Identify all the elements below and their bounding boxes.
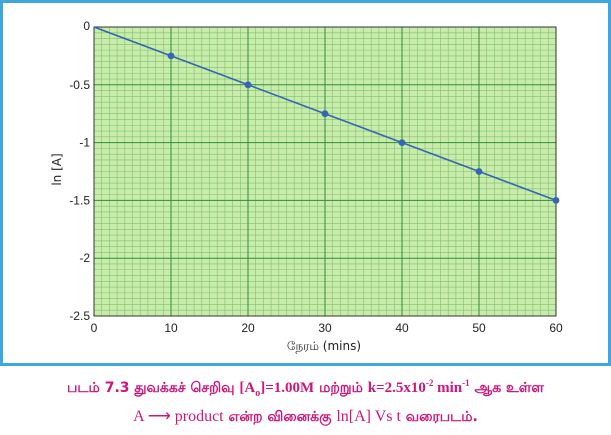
plot-border (93, 26, 557, 317)
y-tick-label: -1 (79, 136, 90, 150)
caption-k-unit: min (433, 380, 463, 396)
data-point (321, 110, 329, 118)
caption-plot-name: ln[A] Vs t (336, 408, 401, 425)
x-tick-label: 0 (91, 321, 98, 335)
caption-line-1: படம் 7.3 துவக்கச் செறிவு [Ao]=1.00M மற்ற… (0, 372, 611, 405)
caption-for-reaction: என்ற வினைக்கு (223, 409, 337, 425)
line-chart: 0 10 20 30 40 50 60 0 -0.5 -1 -1.5 -2 -2.5 நேரம் (m… (50, 19, 563, 353)
data-point (475, 168, 483, 175)
caption-initial-concentration: [Ao]=1.00M (239, 380, 315, 399)
y-axis-ticks: 0 -0.5 -1 -1.5 -2 -2.5 (69, 19, 90, 323)
caption-and: மற்றும் (314, 380, 368, 396)
caption-a0-close: ]=1.00M (260, 380, 315, 396)
x-tick-label: 20 (241, 321, 255, 335)
y-tick-label: -1.5 (69, 193, 90, 207)
y-tick-label: 0 (83, 19, 90, 33)
data-point (167, 52, 175, 60)
data-point (398, 139, 406, 147)
series-layer (93, 26, 560, 204)
caption-line-2: A ⟶ product என்ற வினைக்கு ln[A] Vs t வரை… (0, 405, 611, 429)
caption-rate-constant: k=2.5x10-2 min-1 (367, 378, 470, 396)
data-point (244, 81, 252, 89)
data-point (552, 197, 560, 204)
x-tick-label: 60 (549, 321, 563, 335)
x-tick-label: 10 (164, 321, 178, 335)
caption-reaction: A ⟶ product (133, 408, 224, 425)
y-tick-label: -0.5 (69, 78, 90, 92)
caption-line1-suffix: ஆக உள்ள (469, 380, 544, 396)
x-axis-ticks: 0 10 20 30 40 50 60 (91, 321, 563, 335)
x-tick-label: 40 (395, 321, 409, 335)
y-tick-label: -2 (79, 251, 90, 265)
x-tick-label: 50 (472, 321, 486, 335)
x-axis-title: நேரம் (mins) (287, 339, 361, 353)
caption-unit-exponent: -1 (462, 378, 470, 388)
x-tick-label: 30 (318, 321, 332, 335)
caption-k-exponent: -2 (425, 378, 434, 388)
caption-figure-label: படம் 7.3 துவக்கச் செறிவு (67, 380, 240, 396)
caption-a0-sub: o (255, 388, 261, 399)
y-tick-label: -2.5 (69, 309, 90, 323)
figure-caption: படம் 7.3 துவக்கச் செறிவு [Ao]=1.00M மற்ற… (0, 372, 611, 429)
figure-frame: 0 10 20 30 40 50 60 0 -0.5 -1 -1.5 -2 -2.5 நேரம் (m… (0, 0, 611, 366)
y-axis-title: ln [A] (50, 153, 64, 185)
caption-a0-open: [A (239, 380, 256, 396)
caption-k-value: k=2.5x10 (367, 380, 426, 396)
caption-graph-word: வரைபடம். (400, 409, 478, 425)
